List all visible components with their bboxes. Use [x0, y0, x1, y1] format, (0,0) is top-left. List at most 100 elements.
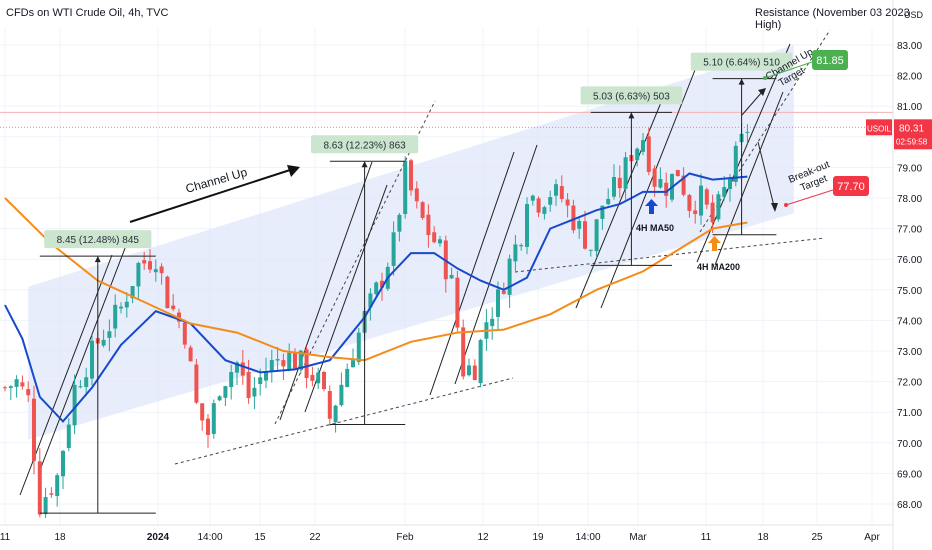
candle [229, 364, 234, 400]
candle [368, 288, 373, 321]
target-price-text: 77.70 [837, 181, 865, 193]
candle [490, 307, 495, 340]
candle-body [652, 168, 657, 187]
candle-body [409, 160, 413, 191]
candle [223, 385, 228, 407]
candle-body [699, 185, 703, 216]
candle [90, 334, 94, 386]
candle-body [490, 318, 495, 327]
candle-body [391, 232, 396, 266]
candle [536, 196, 541, 218]
measure-label-bg [580, 86, 683, 105]
candle-body [223, 386, 228, 398]
y-tick-label: 83.00 [897, 41, 922, 52]
candle [432, 226, 437, 244]
x-tick-label: Mar [629, 532, 647, 543]
x-tick-label: 14:00 [197, 532, 222, 543]
candle-body [269, 360, 274, 372]
candle-body [148, 261, 152, 270]
candle [107, 319, 112, 352]
candle-body [194, 364, 199, 403]
candle-body [745, 131, 750, 133]
candle-body [641, 140, 645, 152]
candle [565, 193, 570, 218]
price-axis: 68.00 69.00 70.00 71.00 72.00 73.00 74.00 75.00… [866, 0, 932, 550]
candle [722, 176, 727, 201]
candle-body [728, 178, 732, 190]
candle-body [43, 497, 48, 515]
candle-body [658, 179, 663, 188]
candle-body [635, 148, 640, 161]
candle [130, 285, 135, 304]
ma50-arrow-head [645, 199, 658, 206]
candle [693, 200, 698, 224]
y-tick-label: 69.00 [897, 469, 922, 480]
candle [165, 275, 170, 309]
candle-body [559, 186, 564, 199]
candle-body [142, 260, 147, 264]
candle-body [542, 207, 547, 214]
candle-body [513, 244, 518, 262]
candle-body [217, 396, 222, 401]
candle-body [594, 219, 599, 252]
x-tick-label: 11 [701, 532, 712, 543]
candle-body [716, 194, 721, 220]
candle [333, 404, 338, 433]
candle-body [525, 204, 529, 247]
candle-body [397, 214, 402, 232]
x-tick-label: 2024 [147, 532, 170, 543]
candle [171, 293, 176, 312]
candle-body [264, 371, 268, 381]
candle-body [153, 269, 158, 273]
projection-up-head [758, 88, 766, 96]
channel-stroke [600, 69, 696, 309]
candle-body [90, 340, 94, 379]
candle-body [623, 157, 628, 189]
candle-body [37, 461, 42, 515]
candle [716, 191, 721, 222]
candle-body [339, 384, 344, 406]
candle [525, 197, 529, 255]
candle [20, 375, 25, 390]
candle-body [687, 195, 692, 211]
measure-arrow [628, 112, 635, 119]
channel-band [28, 45, 794, 440]
candle-body [588, 249, 593, 251]
candle-body [530, 195, 535, 201]
candle [519, 243, 524, 251]
last-price-text: 80.31 [899, 123, 924, 134]
candle-body [583, 221, 587, 249]
y-tick-label: 71.00 [897, 408, 922, 419]
candle [119, 302, 123, 314]
ma50-line [4, 172, 748, 423]
candle [507, 254, 512, 308]
candle-body [414, 188, 419, 202]
measurement: 8.63 (12.23%) 863 [311, 135, 419, 425]
candle-body [66, 424, 71, 449]
candle [461, 319, 466, 380]
projection-down-head [771, 203, 778, 212]
target-connector [764, 61, 813, 79]
candle-body [345, 368, 350, 387]
channel-stroke [454, 144, 538, 385]
candle-body [507, 258, 512, 295]
candle [374, 281, 379, 297]
candle [217, 395, 222, 402]
countdown-text: 02:59:58 [896, 137, 928, 146]
candle [513, 234, 518, 272]
candle [101, 329, 106, 348]
candle-body [32, 398, 36, 461]
channel-up-label: Channel Up [184, 165, 249, 196]
symbol-badge [866, 119, 892, 136]
candle-body [304, 349, 309, 379]
candle [55, 473, 60, 507]
candle [281, 353, 286, 381]
candle-body [501, 290, 506, 294]
dashed-trendline [274, 100, 436, 425]
candle [554, 179, 558, 206]
candle-body [704, 189, 709, 205]
breakout-dot [784, 203, 788, 207]
candle [641, 132, 645, 156]
candle-body [571, 205, 576, 231]
